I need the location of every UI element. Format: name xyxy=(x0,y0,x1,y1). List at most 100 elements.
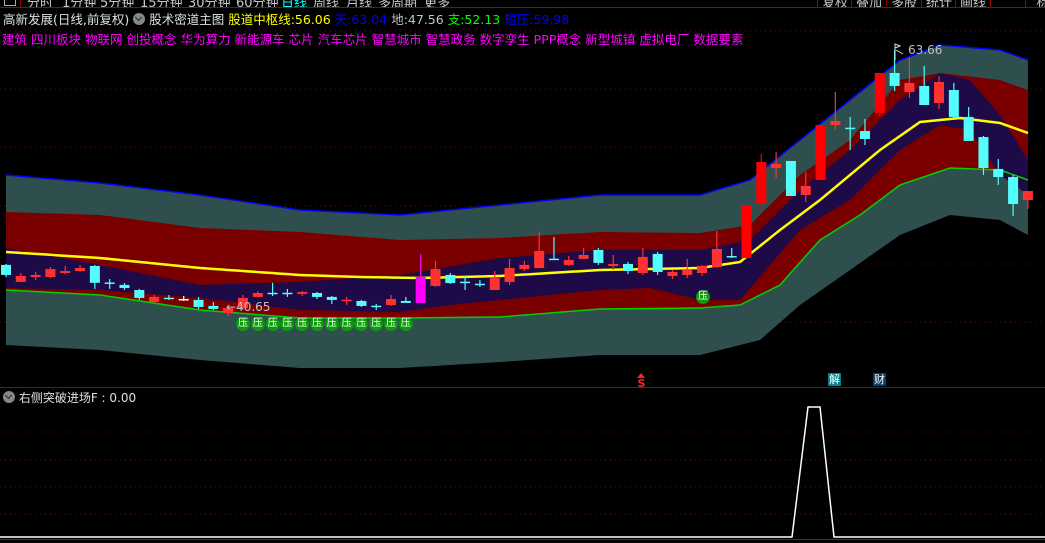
candle xyxy=(474,279,485,287)
concept-tag[interactable]: 四川板块 xyxy=(31,32,82,47)
concept-tag[interactable]: 虚拟电厂 xyxy=(639,32,690,47)
candle xyxy=(45,266,56,279)
indicator-dropdown-icon[interactable] xyxy=(133,13,146,25)
short-pressure-value: 59.98 xyxy=(533,12,570,27)
more-button[interactable]: ··· xyxy=(990,0,1025,7)
candle xyxy=(252,291,263,297)
concept-tag[interactable]: 汽车芯片 xyxy=(317,32,368,47)
candle xyxy=(563,255,574,266)
candle-body xyxy=(460,281,471,284)
statistics-button[interactable]: 统计 xyxy=(921,0,956,7)
candle-body xyxy=(623,263,634,272)
concept-tag[interactable]: 物联网 xyxy=(85,32,123,47)
mark-button[interactable]: 标 xyxy=(1025,0,1045,7)
concept-tag[interactable]: 华为算力 xyxy=(180,32,231,47)
concept-tag[interactable]: 智慧政务 xyxy=(425,32,476,47)
candle xyxy=(682,259,693,279)
pressure-signal: 压 xyxy=(384,317,398,331)
candle-body xyxy=(134,289,145,298)
candle xyxy=(237,294,248,310)
tab-multi-period[interactable]: 多周期 xyxy=(378,0,418,8)
candle-body xyxy=(534,251,545,269)
concept-tag[interactable]: 建筑 xyxy=(2,32,28,47)
candle-body xyxy=(845,127,856,130)
candle-body xyxy=(163,297,174,300)
candle-body xyxy=(874,73,885,114)
candle-body xyxy=(208,305,219,309)
pressure-signal: 压 xyxy=(354,317,369,331)
candle xyxy=(593,248,604,265)
concept-tag[interactable]: 新型城镇 xyxy=(585,32,636,47)
indicator-name[interactable]: 股术密道主图 xyxy=(149,12,225,27)
overlay-button[interactable]: 叠加 xyxy=(851,0,886,7)
flag-icon xyxy=(894,43,904,60)
candle xyxy=(460,275,471,290)
menu-box-icon[interactable] xyxy=(0,0,21,7)
tab-more[interactable]: 更多 xyxy=(424,0,451,8)
pressure-signal: 压 xyxy=(265,317,280,331)
candle xyxy=(75,264,86,272)
candle xyxy=(711,231,722,269)
candle-body xyxy=(445,274,456,284)
candle-body xyxy=(697,265,708,273)
candle xyxy=(1022,191,1033,209)
draw-line-button[interactable]: 画线 xyxy=(955,0,990,7)
candle-body xyxy=(356,300,367,306)
concept-tag[interactable]: 创投概念 xyxy=(126,32,177,47)
candle-body xyxy=(312,292,323,297)
finance-signal: 财 xyxy=(873,373,886,386)
tab-intraday[interactable]: 分时 xyxy=(27,0,54,8)
candle xyxy=(845,116,856,150)
candle xyxy=(134,288,145,300)
candle-body xyxy=(948,89,959,117)
tab-weekly[interactable]: 周线 xyxy=(313,0,340,8)
candle-body xyxy=(682,269,693,275)
candle xyxy=(223,306,234,316)
candle xyxy=(652,251,663,275)
candle-body xyxy=(548,258,559,261)
sub-indicator-name[interactable]: 右侧突破进场F xyxy=(18,391,98,405)
candle-body xyxy=(904,82,915,92)
pressure-signal: 压 xyxy=(280,317,295,331)
restore-rights-button[interactable]: 复权 xyxy=(817,0,852,7)
candle-body xyxy=(726,255,737,258)
candle-body xyxy=(489,278,500,290)
tab-monthly[interactable]: 月线 xyxy=(346,0,373,8)
candle-body xyxy=(371,305,382,308)
tab-1min[interactable]: 1分钟 xyxy=(62,0,97,8)
candle-body xyxy=(934,82,945,103)
concept-tag[interactable]: PPP概念 xyxy=(533,32,582,47)
concept-tag[interactable]: 智慧城市 xyxy=(371,32,422,47)
concept-tag[interactable]: 数字孪生 xyxy=(479,32,530,47)
candle-body xyxy=(104,282,115,284)
sky-value: 63.04 xyxy=(351,12,388,27)
candle xyxy=(430,260,441,287)
candle xyxy=(697,264,708,276)
pressure-signal: 压 xyxy=(324,317,339,331)
multi-stock-button[interactable]: 多股 xyxy=(886,0,921,7)
candle xyxy=(149,294,160,303)
concept-tag[interactable]: 新能源车 xyxy=(234,32,285,47)
tab-60min[interactable]: 60分钟 xyxy=(236,0,279,8)
low-price-label: ←40.65 xyxy=(226,300,271,314)
candle-body xyxy=(800,185,811,195)
candle xyxy=(504,259,515,286)
support-value: 52.13 xyxy=(464,12,501,27)
candle-body xyxy=(608,263,619,266)
candle-body xyxy=(519,264,530,270)
tab-15min[interactable]: 15分钟 xyxy=(140,0,183,8)
candle-body xyxy=(119,284,130,289)
tab-5min[interactable]: 5分钟 xyxy=(100,0,135,8)
pressure-signal: 压 xyxy=(369,317,384,331)
concept-tag[interactable]: 数据要素 xyxy=(693,32,744,47)
candle xyxy=(489,271,500,290)
candle-body xyxy=(193,299,204,307)
candle xyxy=(519,260,530,272)
tab-30min[interactable]: 30分钟 xyxy=(188,0,231,8)
candle xyxy=(371,303,382,310)
tab-daily[interactable]: 日线 xyxy=(281,0,308,8)
sub-indicator-dropdown-icon[interactable] xyxy=(3,391,15,403)
short-pressure-label: 短压: xyxy=(504,12,534,27)
concept-tag[interactable]: 芯片 xyxy=(288,32,314,47)
